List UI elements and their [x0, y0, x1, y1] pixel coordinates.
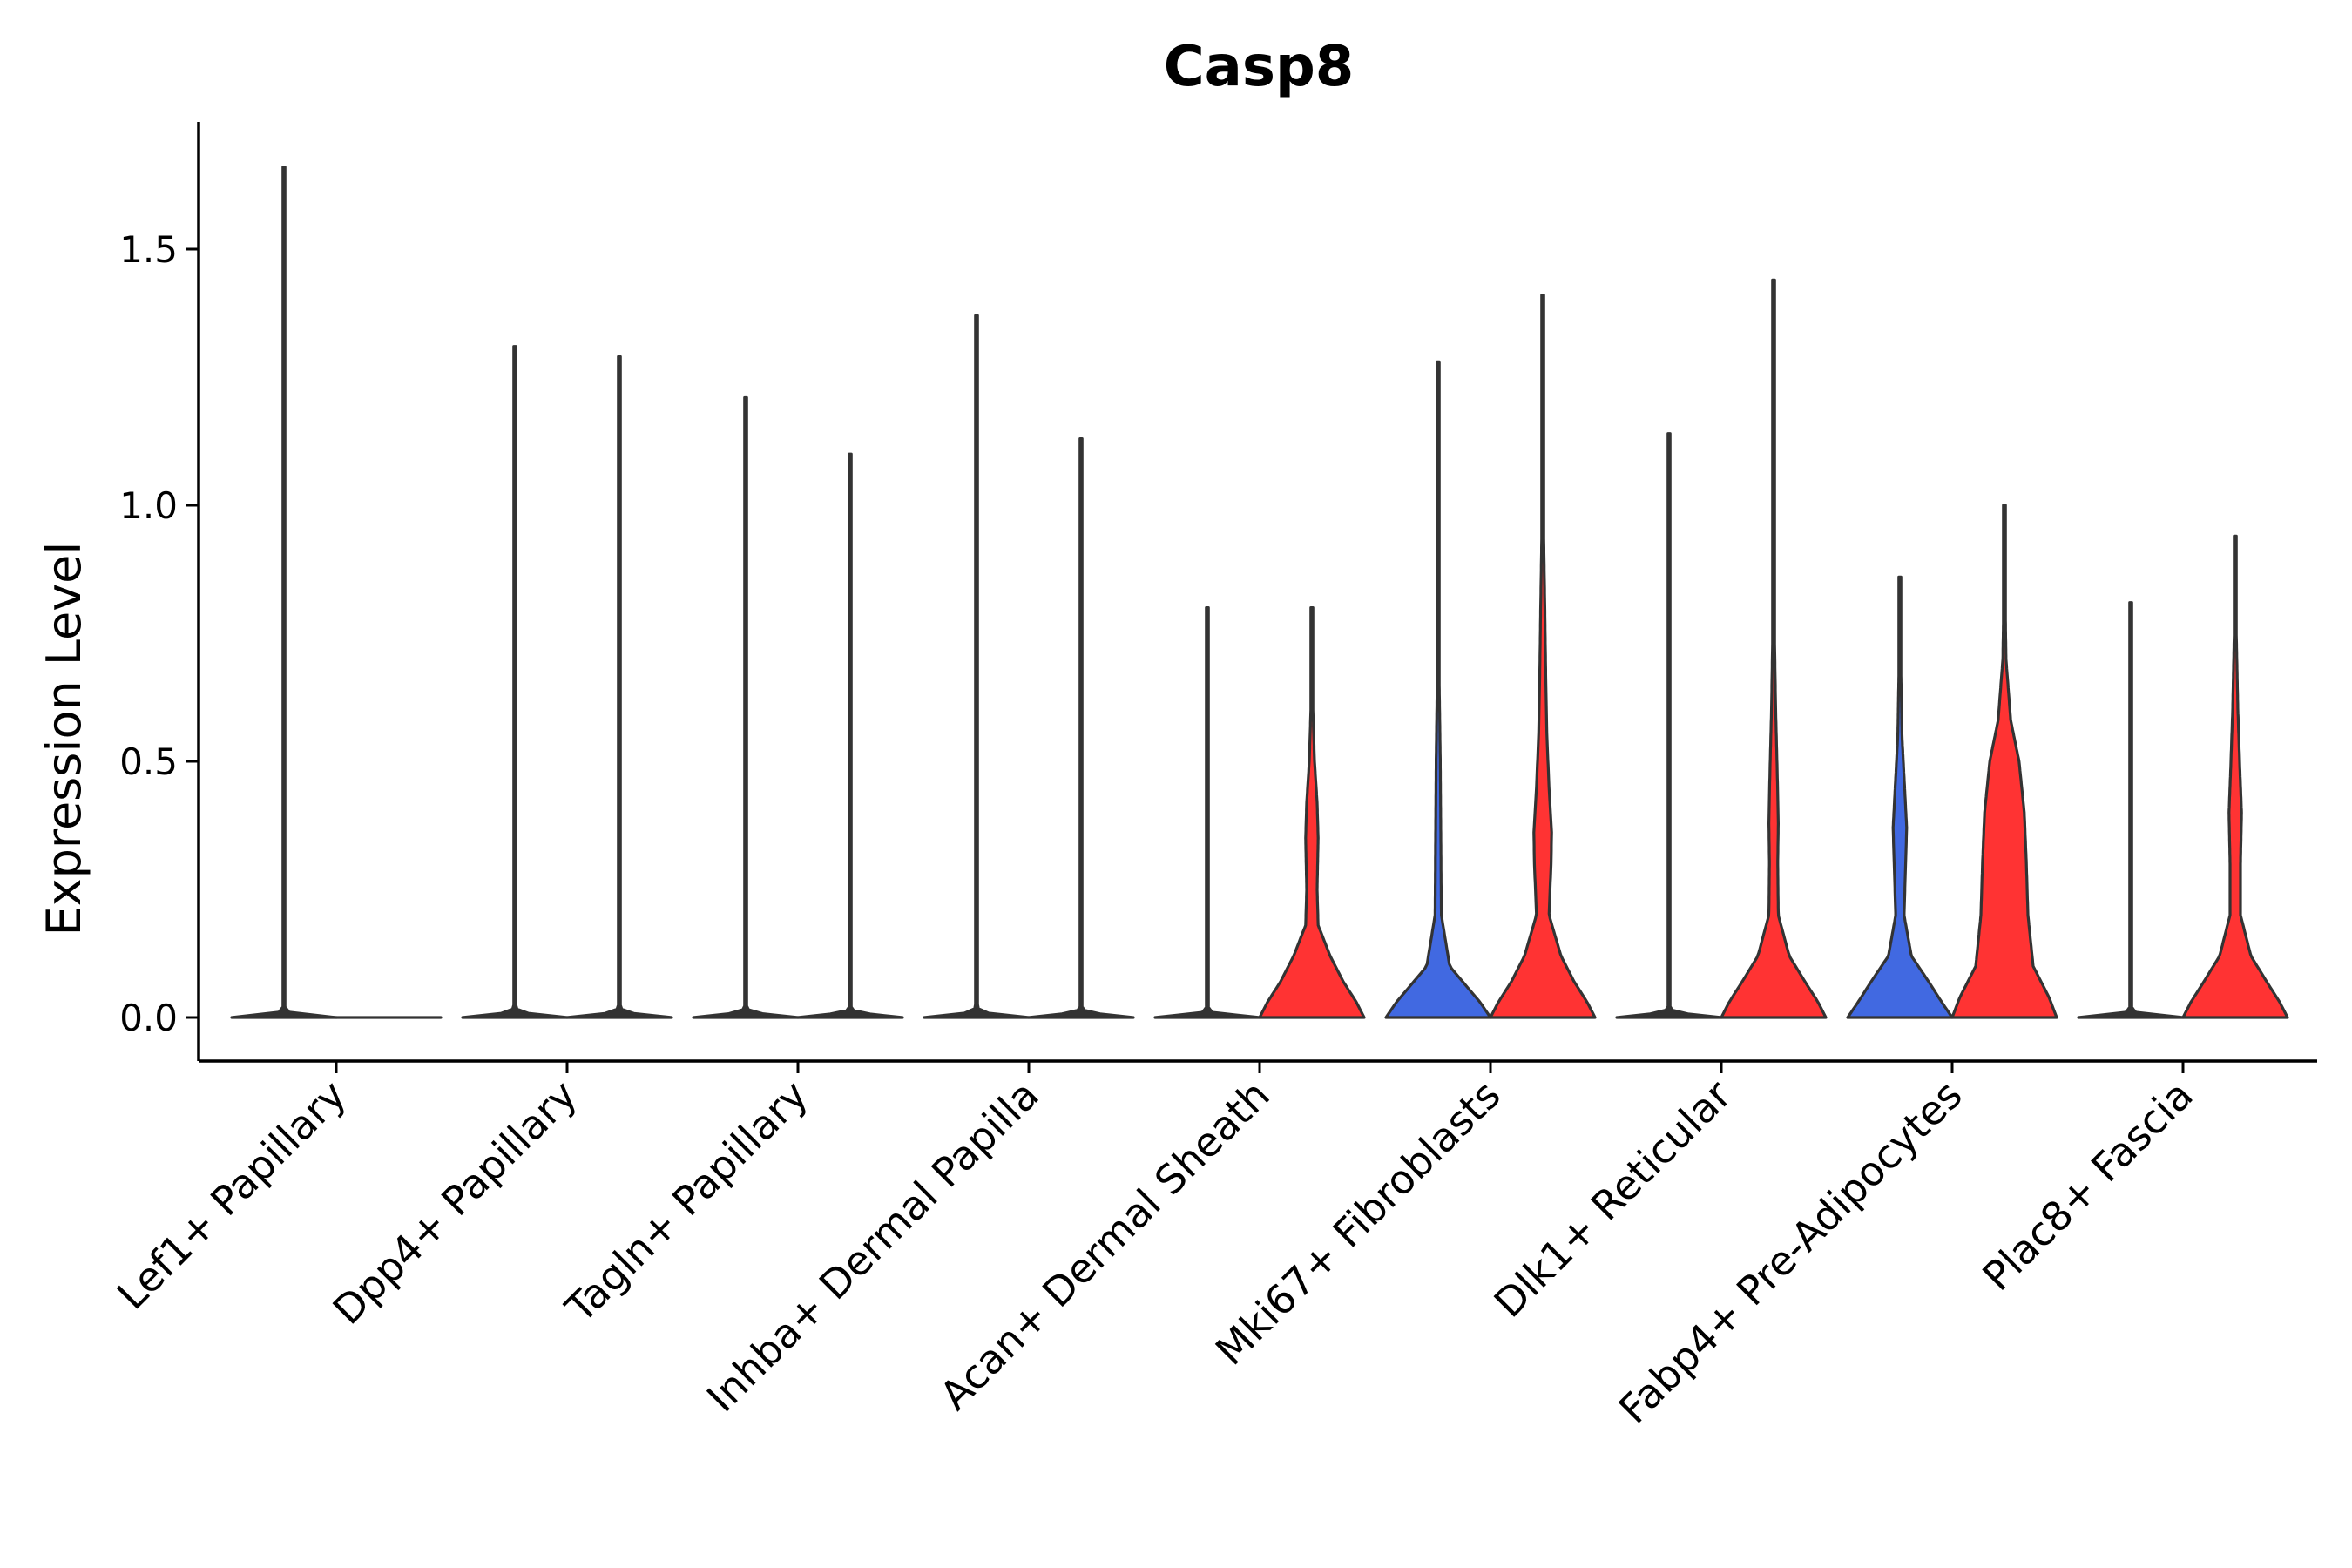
- violin-group1-6: [1615, 432, 1723, 1019]
- violin-group2-6: [1720, 278, 1828, 1019]
- x-tick-label: Plac8+ Fascia: [1973, 1071, 2201, 1300]
- violin-group1-3: [923, 314, 1031, 1019]
- y-tick-label: 0.0: [119, 997, 178, 1039]
- x-tick-label: Dpp4+ Papillary: [324, 1071, 586, 1334]
- violin-group2-7: [1950, 504, 2058, 1019]
- violin-group1-1: [461, 345, 569, 1019]
- violin-group2-8: [2181, 534, 2289, 1019]
- violin-group2-4: [1258, 606, 1366, 1019]
- violin-group2-2: [796, 452, 904, 1019]
- x-tick-label: Dlk1+ Reticular: [1485, 1071, 1740, 1327]
- violin-group1-2: [692, 395, 800, 1019]
- x-tick-label: Tagln+ Papillary: [556, 1071, 817, 1333]
- violin-group2-5: [1489, 294, 1597, 1019]
- chart-title: Casp8: [1164, 35, 1355, 99]
- violin-group1-7: [1846, 575, 1954, 1019]
- violin-group2-1: [565, 355, 673, 1019]
- y-tick-label: 1.5: [119, 228, 178, 271]
- x-tick-label: Lef1+ Papillary: [108, 1071, 355, 1319]
- violin-group1-0: [230, 166, 338, 1019]
- violin-group1-4: [1153, 606, 1261, 1019]
- violin-group1-5: [1384, 360, 1492, 1019]
- violin-group1-8: [2077, 601, 2185, 1019]
- y-tick-label: 1.0: [119, 484, 178, 527]
- violins-layer: [230, 166, 2289, 1019]
- violin-group2-3: [1027, 437, 1135, 1019]
- y-axis-label: Expression Level: [37, 542, 91, 936]
- y-tick-label: 0.5: [119, 740, 178, 783]
